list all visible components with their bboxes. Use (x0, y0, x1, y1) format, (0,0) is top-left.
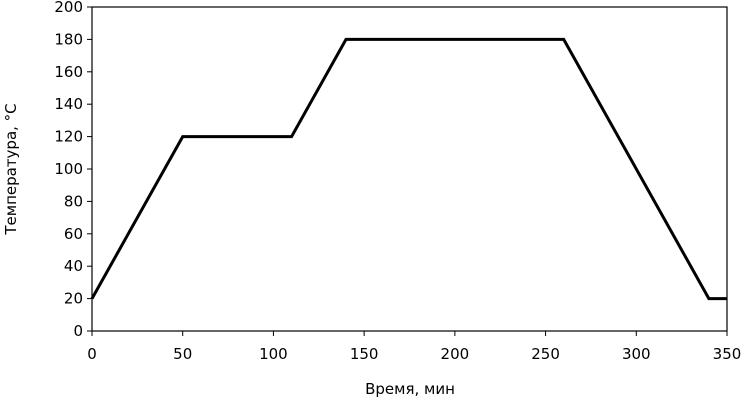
y-tick-label: 200 (54, 0, 83, 16)
x-tick-label: 150 (350, 345, 379, 363)
y-axis-ticks: 0 20 40 60 80 100 120 140 160 180 200 (54, 0, 92, 340)
y-tick-label: 80 (64, 192, 83, 210)
x-tick-label: 0 (87, 345, 97, 363)
y-tick-label: 60 (64, 225, 83, 243)
x-tick-label: 50 (173, 345, 192, 363)
y-tick-label: 100 (54, 160, 83, 178)
y-tick-label: 40 (64, 257, 83, 275)
series-line (90, 37, 727, 301)
y-tick-label: 140 (54, 95, 83, 113)
y-tick-label: 120 (54, 128, 83, 146)
y-tick-label: 160 (54, 63, 83, 81)
y-axis-label: Температура, °С (2, 103, 20, 235)
plot-area (91, 6, 728, 332)
y-tick-label: 180 (54, 30, 83, 48)
x-axis-label: Время, мин (365, 380, 455, 398)
y-tick-label: 0 (73, 322, 83, 340)
y-tick-label: 20 (64, 290, 83, 308)
x-tick-label: 200 (441, 345, 470, 363)
x-tick-label: 100 (259, 345, 288, 363)
x-tick-label: 250 (531, 345, 560, 363)
series-layer (90, 37, 727, 301)
x-tick-label: 350 (713, 345, 742, 363)
x-tick-label: 300 (622, 345, 651, 363)
x-axis-ticks: 0 50 100 150 200 250 300 350 (87, 331, 741, 363)
